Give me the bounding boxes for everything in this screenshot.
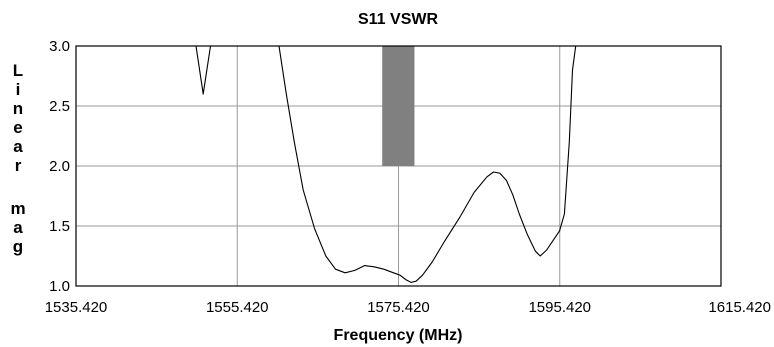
series-line [195,46,577,283]
y-axis-label-char: g [13,237,23,256]
y-axis-label-char: r [15,156,22,175]
y-axis-label-char: a [13,218,23,237]
y-tick-label: 2.5 [49,98,70,115]
x-axis-label: Frequency (MHz) [334,327,463,344]
x-tick-label: 1555.420 [206,299,269,316]
y-axis-label-char: n [13,99,23,118]
y-tick-label: 2.0 [49,158,70,175]
y-axis-label-char: a [13,137,23,156]
x-tick-label: 1575.420 [367,299,430,316]
marker-band-layer [382,46,415,166]
y-axis-label-char: i [16,80,21,99]
y-axis-label-char: m [10,199,25,218]
y-axis-label-char: e [13,118,22,137]
y-tick-labels: 1.0 1.5 2.0 2.5 3.0 [49,38,70,295]
chart-title: S11 VSWR [358,11,438,28]
x-tick-label: 1615.420 [708,299,771,316]
series-layer [195,46,577,283]
y-axis-label-char: L [13,61,23,80]
marker-band [382,46,415,166]
y-tick-label: 3.0 [49,38,70,55]
x-tick-label: 1595.420 [528,299,591,316]
plot-frame [75,45,722,287]
y-tick-label: 1.0 [49,278,70,295]
x-tick-labels: 1535.420 1555.420 1575.420 1595.420 1615.420 [45,299,771,316]
y-tick-label: 1.5 [49,218,70,235]
x-tick-label: 1535.420 [45,299,108,316]
